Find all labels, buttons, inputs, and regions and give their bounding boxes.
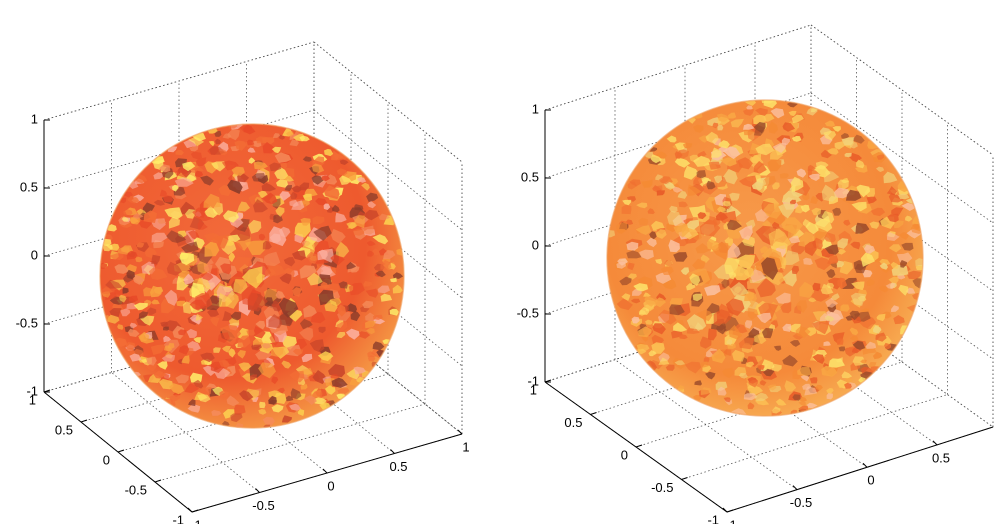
z-tick-label: 1 xyxy=(31,111,38,126)
y-tick-label: -0.5 xyxy=(651,480,673,495)
z-tick-label: 0.5 xyxy=(20,179,38,194)
tick-mark xyxy=(188,508,192,512)
y-tick-label: -1 xyxy=(707,512,719,524)
tick-mark xyxy=(727,510,733,512)
patch xyxy=(840,304,849,311)
y-tick-label: 0.5 xyxy=(564,415,582,430)
tick-mark xyxy=(155,480,161,482)
x-tick-label: 0.5 xyxy=(932,450,950,465)
x-tick-label: -0.5 xyxy=(252,498,274,513)
y-tick-label: -0.5 xyxy=(125,482,147,497)
tick-mark xyxy=(863,463,867,467)
tick-mark xyxy=(458,430,462,434)
x-tick-label: 0 xyxy=(867,473,874,488)
patch xyxy=(259,402,265,409)
z-tick-label: -0.5 xyxy=(517,305,539,320)
x-axis xyxy=(727,427,993,512)
x-tick-label: 1 xyxy=(462,439,469,454)
tick-mark xyxy=(591,413,597,415)
tick-mark xyxy=(118,450,124,452)
y-tick-label: -1 xyxy=(172,512,184,524)
x-tick-label: 0.5 xyxy=(389,459,407,474)
y-tick-label: 1 xyxy=(530,382,537,397)
z-tick-label: 0 xyxy=(31,247,38,262)
y-tick-label: 0 xyxy=(103,452,110,467)
y-tick-label: 1 xyxy=(29,392,36,407)
tick-mark xyxy=(682,478,688,480)
x-tick-label: -1 xyxy=(190,517,202,524)
tick-mark xyxy=(391,450,395,454)
tick-mark xyxy=(933,441,937,445)
tick-mark xyxy=(323,469,327,473)
z-tick-label: -0.5 xyxy=(16,315,38,330)
z-tick-label: 1 xyxy=(532,101,539,116)
z-tick-label: 0 xyxy=(532,237,539,252)
figure: -1 -0.5 0 0.5 1 -1 -0.5 0 0.5 1 -1 -0.5 0 0.5 1 -1 -0.5 0… xyxy=(0,0,994,524)
y-tick-label: 0.5 xyxy=(55,422,73,437)
x-tick-label: -0.5 xyxy=(790,495,812,510)
z-tick-label: 0.5 xyxy=(521,169,539,184)
tick-mark xyxy=(793,486,797,490)
grid-line xyxy=(545,25,811,110)
tick-mark xyxy=(636,445,642,447)
patch xyxy=(845,153,852,157)
page: -1 -0.5 0 0.5 1 -1 -0.5 0 0.5 1 -1 -0.5 0 0.5 1 -1 -0.5 0… xyxy=(0,0,994,524)
x-tick-label: 0 xyxy=(327,478,334,493)
tick-mark xyxy=(256,489,260,493)
y-tick-label: 0 xyxy=(621,447,628,462)
tick-mark xyxy=(81,420,87,422)
x-tick-label: -1 xyxy=(725,517,737,524)
